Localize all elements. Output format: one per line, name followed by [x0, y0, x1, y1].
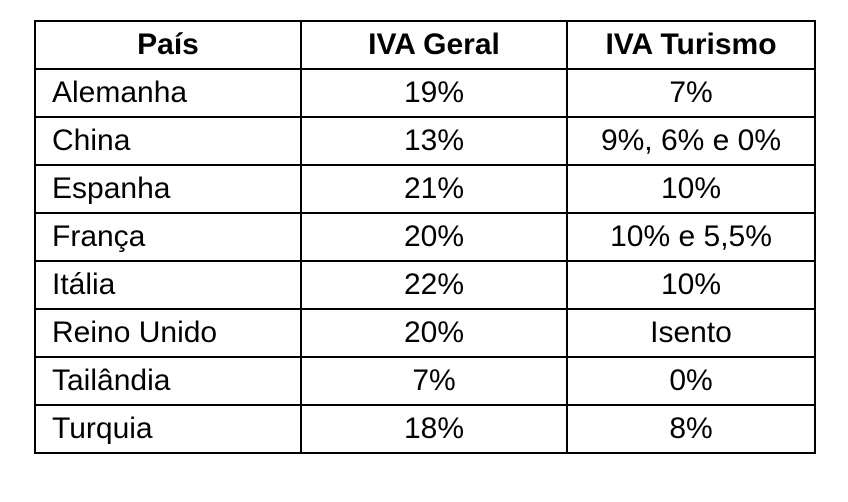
- country-cell: Reino Unido: [34, 308, 302, 358]
- table-row: China 13% 9%, 6% e 0%: [34, 116, 816, 166]
- tourism-vat-cell: 8%: [566, 404, 816, 454]
- tourism-vat-cell: 7%: [566, 68, 816, 118]
- country-cell: Alemanha: [34, 68, 302, 118]
- table-row: Tailândia 7% 0%: [34, 356, 816, 406]
- table-row: Alemanha 19% 7%: [34, 68, 816, 118]
- country-cell: Itália: [34, 260, 302, 310]
- general-vat-cell: 18%: [300, 404, 568, 454]
- table-row: Espanha 21% 10%: [34, 164, 816, 214]
- country-cell: Tailândia: [34, 356, 302, 406]
- header-tourism-vat: IVA Turismo: [566, 20, 816, 70]
- tourism-vat-cell: 10%: [566, 164, 816, 214]
- tourism-vat-cell: Isento: [566, 308, 816, 358]
- general-vat-cell: 13%: [300, 116, 568, 166]
- country-cell: Espanha: [34, 164, 302, 214]
- tourism-vat-cell: 9%, 6% e 0%: [566, 116, 816, 166]
- general-vat-cell: 20%: [300, 308, 568, 358]
- tourism-vat-cell: 0%: [566, 356, 816, 406]
- general-vat-cell: 22%: [300, 260, 568, 310]
- table-row: Turquia 18% 8%: [34, 404, 816, 454]
- country-cell: França: [34, 212, 302, 262]
- country-cell: China: [34, 116, 302, 166]
- general-vat-cell: 19%: [300, 68, 568, 118]
- table-row: Reino Unido 20% Isento: [34, 308, 816, 358]
- vat-table: País IVA Geral IVA Turismo Alemanha 19% …: [34, 20, 816, 454]
- table-row: Itália 22% 10%: [34, 260, 816, 310]
- header-row: País IVA Geral IVA Turismo: [34, 20, 816, 70]
- tourism-vat-cell: 10% e 5,5%: [566, 212, 816, 262]
- general-vat-cell: 20%: [300, 212, 568, 262]
- country-cell: Turquia: [34, 404, 302, 454]
- general-vat-cell: 7%: [300, 356, 568, 406]
- table-row: França 20% 10% e 5,5%: [34, 212, 816, 262]
- tourism-vat-cell: 10%: [566, 260, 816, 310]
- header-country: País: [34, 20, 302, 70]
- general-vat-cell: 21%: [300, 164, 568, 214]
- header-general-vat: IVA Geral: [300, 20, 568, 70]
